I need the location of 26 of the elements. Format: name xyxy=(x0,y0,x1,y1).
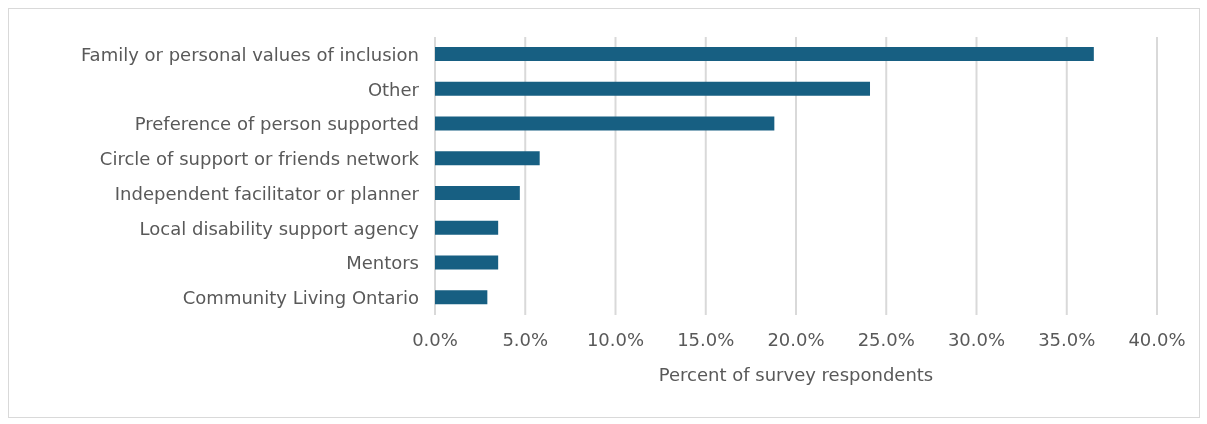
x-tick-label: 30.0% xyxy=(947,328,1006,350)
y-tick-label: Preference of person supported xyxy=(134,113,419,135)
bar xyxy=(435,186,520,200)
x-tick-label: 20.0% xyxy=(767,328,825,350)
y-tick-label: Independent facilitator or planner xyxy=(114,182,420,204)
x-tick-label: 5.0% xyxy=(502,328,549,350)
y-tick-label: Circle of support or friends network xyxy=(99,148,420,170)
y-tick-label: Mentors xyxy=(346,252,419,274)
x-tick-label: 25.0% xyxy=(857,328,915,350)
bar xyxy=(435,81,871,96)
bar xyxy=(435,220,499,235)
bar xyxy=(435,255,499,270)
x-tick-label: 35.0% xyxy=(1038,328,1096,350)
y-tick-label: Local disability support agency xyxy=(139,217,420,239)
bar xyxy=(435,290,488,305)
x-tick-label: 10.0% xyxy=(586,328,645,350)
y-tick-label: Other xyxy=(367,78,420,100)
y-tick-label: Family or personal values of inclusion xyxy=(80,43,419,65)
bar xyxy=(435,47,1094,61)
x-axis-title: Percent of survey respondents xyxy=(658,364,934,385)
x-tick-label: 15.0% xyxy=(677,328,735,350)
x-tick-label: 0.0% xyxy=(412,328,458,350)
x-tick-label: 40.0% xyxy=(1128,328,1186,350)
bar xyxy=(435,151,540,166)
y-tick-label: Community Living Ontario xyxy=(182,287,419,309)
bar xyxy=(435,116,775,131)
